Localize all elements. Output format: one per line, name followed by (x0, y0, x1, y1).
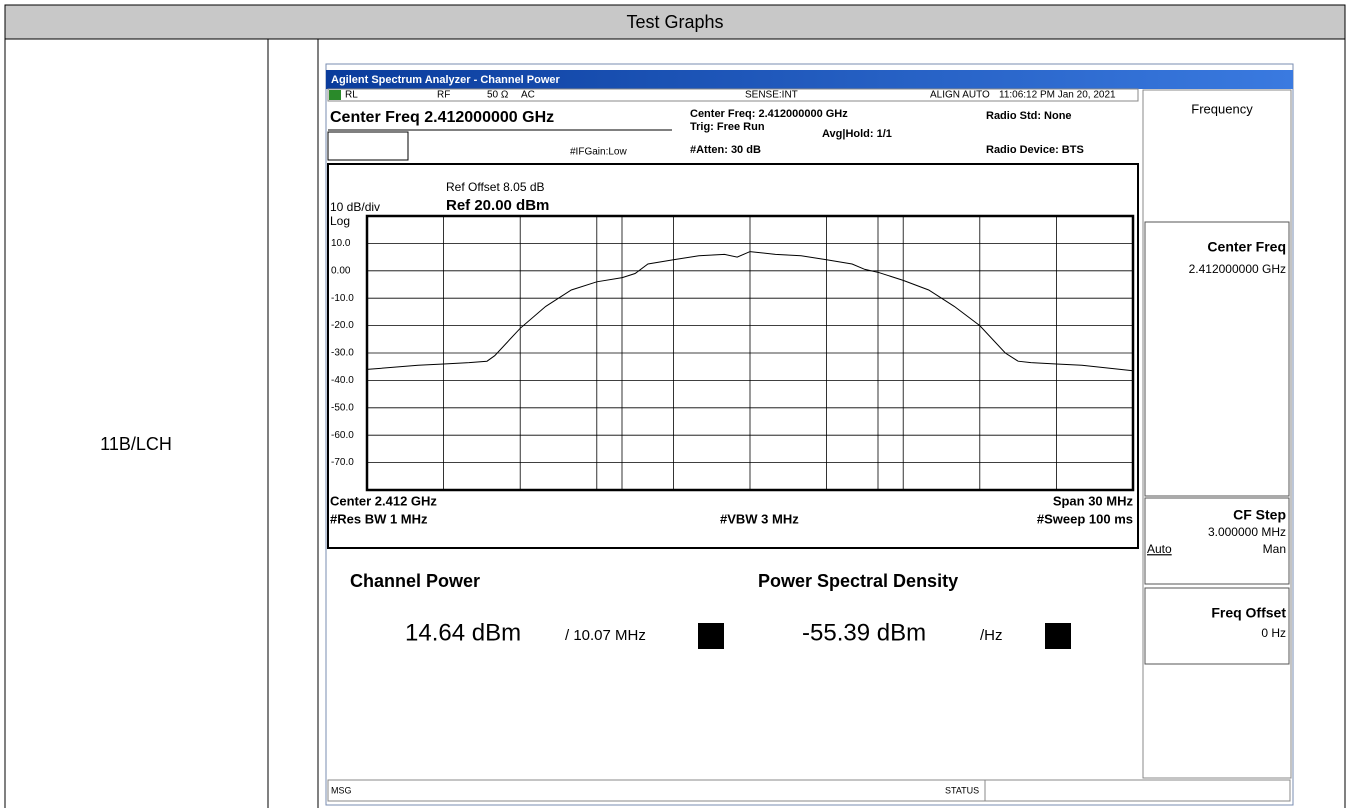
psd-value: -55.39 dBm (802, 619, 926, 646)
y-tick-label: 0.00 (331, 265, 351, 276)
trace (366, 251, 1134, 372)
info: #Atten: 30 dB (690, 144, 761, 156)
cp-value: 14.64 dBm (405, 619, 521, 646)
ifgain: #IFGain:Low (570, 147, 627, 158)
info: Radio Device: BTS (986, 144, 1084, 156)
info: Radio Std: None (986, 110, 1072, 122)
status-item: RF (437, 90, 450, 101)
footer: Span 30 MHz (1053, 493, 1134, 508)
y-tick-label: -70.0 (331, 457, 354, 468)
status-bar (327, 88, 1139, 102)
softkey-value: 2.412000000 GHz (1189, 262, 1286, 276)
marker-box (1045, 623, 1071, 649)
row-label: 11B/LCH (100, 434, 172, 454)
softkey[interactable] (1144, 221, 1290, 497)
status-icon (329, 90, 341, 100)
input-box (327, 131, 409, 161)
ref-offset: Ref Offset 8.05 dB (446, 180, 545, 194)
title-bar (326, 70, 1293, 89)
softkey-label: Freq Offset (1211, 605, 1286, 621)
softkey-option: Man (1263, 542, 1286, 556)
marker-box (698, 623, 724, 649)
log: Log (330, 214, 350, 228)
y-tick-label: -10.0 (331, 293, 354, 304)
header-title: Test Graphs (626, 12, 723, 32)
softkey-label: Center Freq (1207, 239, 1286, 255)
softkey-value: 3.000000 MHz (1208, 525, 1286, 539)
status-item: RL (345, 90, 358, 101)
scale: 10 dB/div (330, 200, 380, 214)
softkey-menu: Frequency (1191, 101, 1253, 116)
y-tick-label: -60.0 (331, 430, 354, 441)
y-tick-label: -20.0 (331, 320, 354, 331)
softkey[interactable] (1144, 497, 1290, 585)
status-item: 11:06:12 PM Jan 20, 2021 (999, 90, 1116, 101)
center-freq: Center Freq 2.412000000 GHz (330, 109, 554, 126)
info: Avg|Hold: 1/1 (822, 128, 892, 140)
graticule (365, 214, 1135, 492)
footer: #Res BW 1 MHz (330, 511, 428, 526)
softkey-label: CF Step (1233, 507, 1286, 523)
info: Trig: Free Run (690, 121, 765, 133)
info: Center Freq: 2.412000000 GHz (690, 108, 848, 120)
status-item: SENSE:INT (745, 90, 798, 101)
footer: Center 2.412 GHz (330, 493, 437, 508)
y-tick-label: -50.0 (331, 402, 354, 413)
row (4, 38, 1346, 808)
header-cell (4, 4, 1346, 40)
footer: #Sweep 100 ms (1037, 511, 1133, 526)
ref-level: Ref 20.00 dBm (446, 197, 549, 214)
y-tick-label: 10.0 (331, 238, 351, 249)
title-text: Agilent Spectrum Analyzer - Channel Powe… (331, 74, 561, 86)
softkey[interactable] (1144, 587, 1290, 665)
cp-label: Channel Power (350, 571, 480, 591)
status-item: 50 Ω (487, 90, 509, 101)
psd-label: Power Spectral Density (758, 571, 958, 591)
msg: MSG (331, 785, 352, 795)
y-tick-label: -40.0 (331, 375, 354, 386)
status-item: AC (521, 90, 535, 101)
cp-bw: / 10.07 MHz (565, 627, 646, 644)
status-item: ALIGN AUTO (930, 90, 990, 101)
psd-unit: /Hz (980, 627, 1003, 644)
msg-bar (327, 779, 1291, 802)
status: STATUS (945, 785, 979, 795)
footer: #VBW 3 MHz (720, 511, 799, 526)
softkey-option: Auto (1147, 542, 1172, 556)
y-tick-label: -30.0 (331, 348, 354, 359)
softkey-value: 0 Hz (1261, 626, 1286, 640)
graph-frame (327, 163, 1139, 549)
